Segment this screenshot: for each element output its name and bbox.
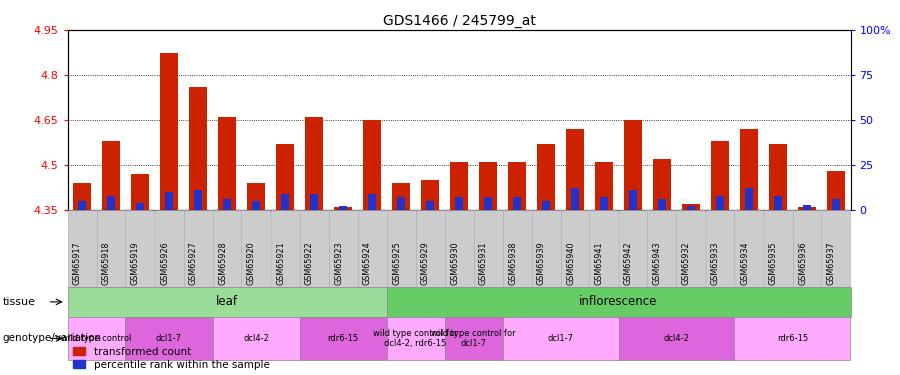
Bar [107,196,115,210]
Text: GSM65936: GSM65936 [798,242,807,285]
Bar [160,53,177,210]
Bar [310,194,319,210]
Text: GSM65938: GSM65938 [508,242,517,285]
Title: GDS1466 / 245799_at: GDS1466 / 245799_at [382,13,536,28]
Text: GSM65919: GSM65919 [131,242,140,285]
Bar [682,204,699,210]
Text: GSM65925: GSM65925 [392,241,401,285]
Bar [73,183,91,210]
Bar [480,162,497,210]
Bar [744,188,753,210]
Bar [165,192,174,210]
Bar [774,196,782,210]
Text: genotype/variation: genotype/variation [3,333,102,344]
Text: GSM65933: GSM65933 [711,242,720,285]
Bar [421,180,438,210]
Bar [537,144,554,210]
Bar [364,120,381,210]
Text: leaf: leaf [216,296,238,308]
Text: tissue: tissue [3,297,36,307]
Bar [658,199,666,210]
Text: GSM65935: GSM65935 [769,242,778,285]
Bar [687,206,696,210]
Text: GSM65921: GSM65921 [276,242,285,285]
Bar [248,183,265,210]
Text: GSM65926: GSM65926 [160,242,169,285]
Text: GSM65937: GSM65937 [827,242,836,285]
Text: GSM65929: GSM65929 [421,241,430,285]
Bar [194,190,202,210]
Bar [595,162,613,210]
Bar [189,87,207,210]
Bar [450,162,468,210]
Text: GSM65924: GSM65924 [363,242,372,285]
Bar [219,117,236,210]
Bar [629,190,637,210]
Bar [832,199,841,210]
Bar [711,141,729,210]
Text: wild type control: wild type control [61,334,131,343]
Bar [827,171,845,210]
Text: GSM65928: GSM65928 [218,242,227,285]
Bar [508,162,526,210]
Bar [103,141,120,210]
Bar [392,183,410,210]
Bar [483,197,492,210]
Text: wild type control for
dcl4-2, rdr6-15: wild type control for dcl4-2, rdr6-15 [374,329,458,348]
Text: rdr6-15: rdr6-15 [777,334,808,343]
Text: inflorescence: inflorescence [580,296,658,308]
Bar [716,196,724,210]
Bar [426,201,435,210]
Text: GSM65920: GSM65920 [247,242,256,285]
Text: GSM65927: GSM65927 [189,241,198,285]
Text: GSM65940: GSM65940 [566,242,575,285]
Text: GSM65931: GSM65931 [479,242,488,285]
Text: GSM65939: GSM65939 [537,242,546,285]
Bar [803,205,812,210]
Bar [276,144,293,210]
Text: GSM65917: GSM65917 [73,242,82,285]
Bar [77,201,86,210]
Bar [367,194,376,210]
Text: GSM65942: GSM65942 [624,242,633,285]
Text: rdr6-15: rdr6-15 [328,334,358,343]
Bar [397,197,405,210]
Bar [741,129,758,210]
Bar [599,197,608,210]
Text: GSM65941: GSM65941 [595,242,604,285]
Text: GSM65918: GSM65918 [102,242,111,285]
Text: GSM65943: GSM65943 [653,242,662,285]
Legend: transformed count, percentile rank within the sample: transformed count, percentile rank withi… [73,346,269,370]
Text: dcl4-2: dcl4-2 [243,334,269,343]
Bar [136,203,144,210]
Text: GSM65932: GSM65932 [682,242,691,285]
Text: GSM65934: GSM65934 [740,242,749,285]
Bar [334,207,352,210]
Bar [131,174,149,210]
Bar [281,194,289,210]
Bar [454,197,464,210]
Bar [222,199,231,210]
Bar [252,201,260,210]
Text: dcl1-7: dcl1-7 [547,334,573,343]
Text: GSM65923: GSM65923 [334,242,343,285]
Text: wild type control for
dcl1-7: wild type control for dcl1-7 [431,329,516,348]
Bar [653,159,670,210]
Bar [513,197,521,210]
Bar [625,120,642,210]
Bar [566,129,584,210]
Bar [770,144,787,210]
Text: GSM65922: GSM65922 [305,241,314,285]
Bar [305,117,323,210]
Text: GSM65930: GSM65930 [450,242,459,285]
Bar [571,188,580,210]
Bar [338,206,347,210]
Bar [542,201,550,210]
Bar [798,207,815,210]
Text: dcl1-7: dcl1-7 [156,334,182,343]
Text: dcl4-2: dcl4-2 [663,334,689,343]
